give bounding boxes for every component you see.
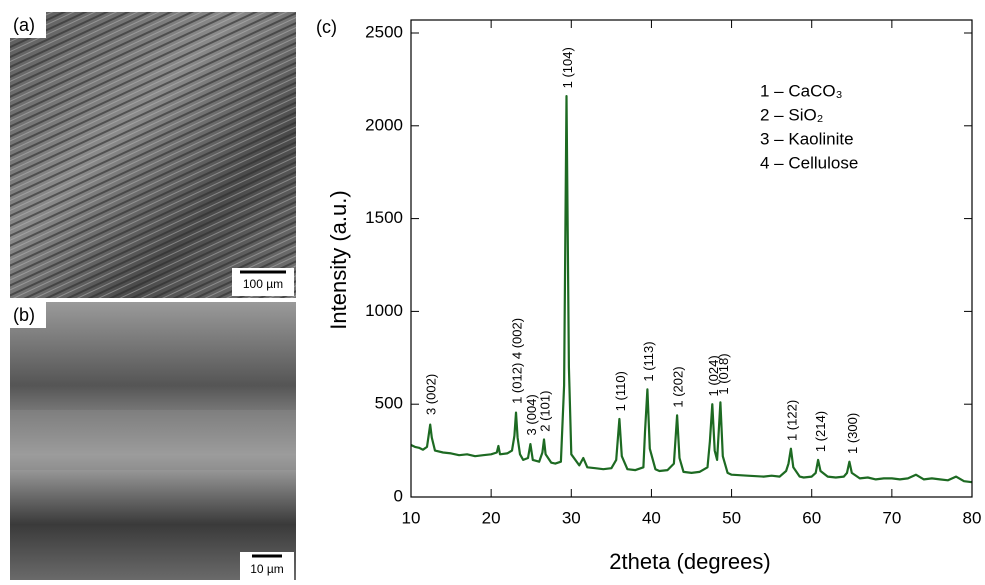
peak-label: 1 (104) (560, 47, 575, 88)
x-tick-label: 40 (642, 508, 661, 527)
peak-label: 1 (110) (613, 371, 628, 411)
legend-entry: 2 – SiO₂ (760, 105, 823, 124)
y-tick-label: 2000 (365, 115, 403, 134)
x-tick-label: 50 (722, 508, 741, 527)
x-tick-label: 80 (963, 508, 982, 527)
sem-image-a: (a) 100 µm (10, 12, 296, 298)
plot: 10 20 30 40 50 60 70 80 0 500 1000 1500 2000 2500 3 (0… (365, 19, 982, 527)
plot-frame (410, 19, 973, 498)
y-tick-label: 500 (375, 394, 403, 413)
y-tick-label: 0 (394, 486, 403, 505)
panel-label: (c) (316, 17, 337, 37)
peak-label: 1 (024) (706, 355, 721, 396)
y-axis-title: Intensity (a.u.) (326, 190, 351, 329)
x-tick-label: 30 (562, 508, 581, 527)
peak-label: 2 (101) (537, 391, 552, 432)
sem-image-b: (b) 10 µm (10, 302, 296, 580)
panel-label: (a) (13, 15, 35, 35)
peak-label: 3 (004) (524, 394, 539, 435)
peak-label: 1 (214) (813, 411, 828, 452)
y-tick-label: 1500 (365, 208, 403, 227)
peak-label: 1 (012) 4 (002) (509, 318, 524, 404)
x-tick-label: 10 (402, 508, 421, 527)
scale-bar-label: 10 µm (250, 562, 284, 576)
x-tick-label: 70 (882, 508, 901, 527)
peak-label: 1 (113) (641, 341, 656, 381)
panel-label: (b) (13, 305, 35, 325)
peak-label: 1 (202) (671, 366, 686, 407)
legend-entry: 1 – CaCO₃ (760, 81, 843, 100)
scale-bar-label: 100 µm (243, 277, 283, 291)
peak-label: 1 (018) (716, 353, 731, 394)
peak-label: 1 (122) (784, 400, 799, 441)
legend-entry: 3 – Kaolinite (760, 129, 854, 148)
x-axis-title: 2theta (degrees) (609, 549, 770, 574)
legend-entry: 4 – Cellulose (760, 153, 858, 172)
y-tick-label: 2500 (365, 22, 403, 41)
peak-label: 1 (300) (845, 413, 860, 454)
x-tick-label: 60 (802, 508, 821, 527)
y-tick-label: 1000 (365, 301, 403, 320)
x-tick-label: 20 (482, 508, 501, 527)
peak-label: 3 (002) (424, 374, 439, 415)
data-line (410, 95, 973, 484)
